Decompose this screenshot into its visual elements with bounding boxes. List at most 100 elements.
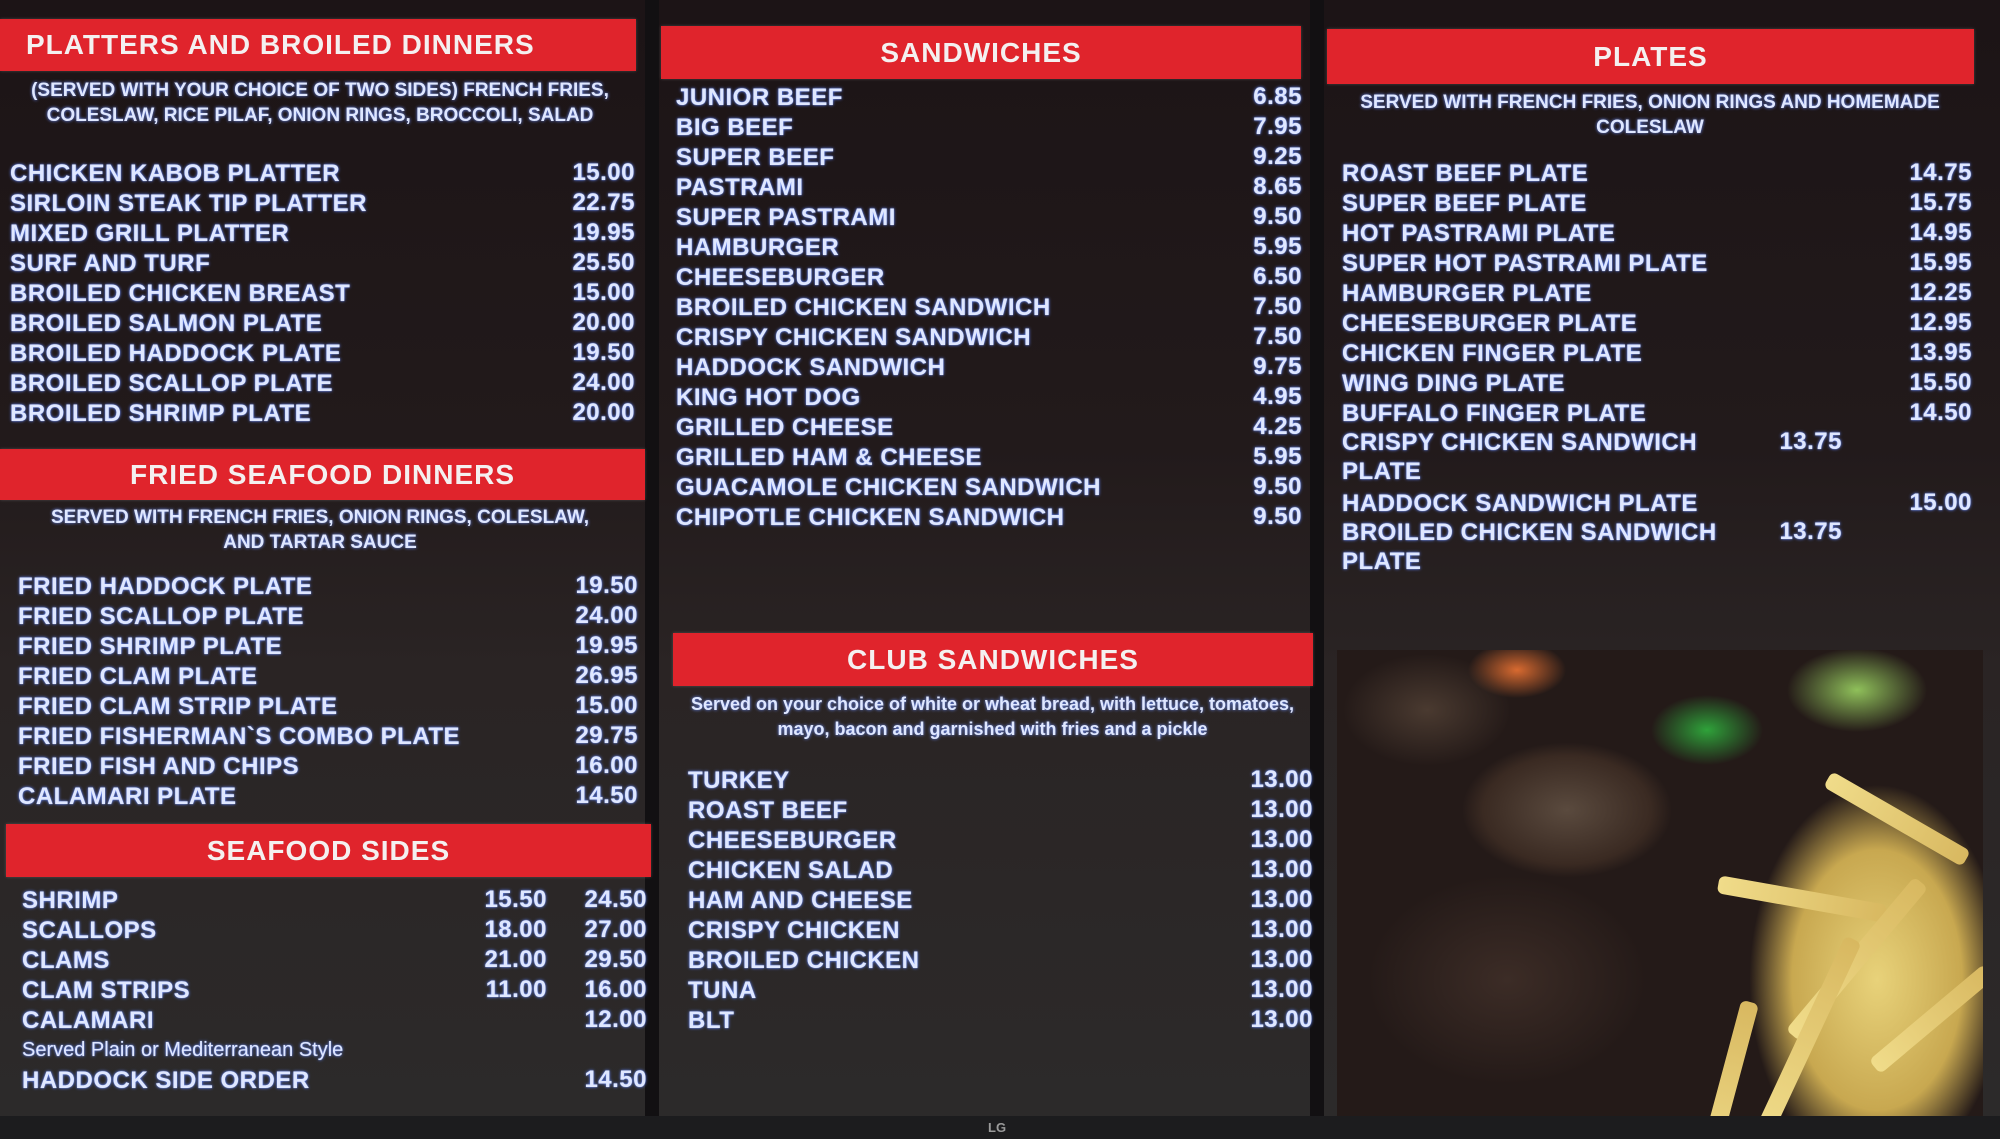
item-name: BUFFALO FINGER PLATE — [1342, 399, 1647, 427]
item-price-large: 27.00 — [584, 916, 647, 943]
item-price: 19.50 — [572, 339, 635, 366]
item-name: FRIED SHRIMP PLATE — [18, 632, 283, 660]
item-name: CRISPY CHICKEN SANDWICH PLATE — [1342, 429, 1698, 485]
item-price: 13.00 — [1250, 766, 1313, 793]
club-header: CLUB SANDWICHES — [673, 633, 1313, 686]
item-price: 5.95 — [1253, 233, 1302, 260]
item-name: FRIED FISH AND CHIPS — [18, 752, 300, 780]
item-price-small: 15.50 — [484, 886, 547, 913]
item-name: HADDOCK SANDWICH PLATE — [1342, 489, 1698, 517]
menu-item: Served Plain or Mediterranean Style — [22, 1035, 647, 1065]
item-name: FRIED CLAM STRIP PLATE — [18, 692, 338, 720]
menu-item: SUPER PASTRAMI 9.50 — [676, 202, 1302, 232]
item-name: CRISPY CHICKEN — [688, 916, 900, 944]
item-price: 16.00 — [575, 752, 638, 779]
item-name: SUPER HOT PASTRAMI PLATE — [1342, 249, 1708, 277]
menu-item: BROILED SHRIMP PLATE 20.00 — [10, 398, 635, 428]
item-price: 24.00 — [575, 602, 638, 629]
menu-item: FRIED FISHERMAN`S COMBO PLATE 29.75 — [18, 721, 638, 751]
lg-logo: LG — [988, 1120, 1007, 1135]
item-price: 13.00 — [1250, 1006, 1313, 1033]
item-name: HOT PASTRAMI PLATE — [1342, 219, 1616, 247]
tv-bezel — [0, 1116, 2000, 1139]
item-price: 14.75 — [1909, 159, 1972, 186]
item-price: 12.25 — [1909, 279, 1972, 306]
item-name: CHICKEN SALAD — [688, 856, 894, 884]
item-price-large: 12.00 — [584, 1006, 647, 1033]
item-price-small: 18.00 — [484, 916, 547, 943]
platters-note: (SERVED WITH YOUR CHOICE OF TWO SIDES) F… — [31, 80, 609, 126]
item-price: 9.25 — [1253, 143, 1302, 170]
item-name: GUACAMOLE CHICKEN SANDWICH — [676, 473, 1101, 501]
item-price: 14.50 — [1909, 399, 1972, 426]
item-name: BROILED CHICKEN — [688, 946, 920, 974]
item-price: 20.00 — [572, 309, 635, 336]
item-price: 4.25 — [1253, 413, 1302, 440]
menu-item: BLT 13.00 — [688, 1005, 1313, 1035]
item-price: 15.75 — [1909, 189, 1972, 216]
item-name: CLAM STRIPS — [22, 976, 191, 1004]
sandwiches-header: SANDWICHES — [661, 26, 1301, 79]
item-name: CHICKEN KABOB PLATTER — [10, 159, 341, 187]
item-name: CHEESEBURGER — [676, 263, 885, 291]
item-price: 13.75 — [1779, 428, 1842, 455]
item-name: GRILLED HAM & CHEESE — [676, 443, 983, 471]
menu-item: CHIPOTLE CHICKEN SANDWICH 9.50 — [676, 502, 1302, 532]
menu-item: BROILED CHICKEN SANDWICH PLATE 13.75 — [1342, 518, 1972, 578]
menu-item: FRIED FISH AND CHIPS 16.00 — [18, 751, 638, 781]
item-name: ROAST BEEF PLATE — [1342, 159, 1589, 187]
item-name: SCALLOPS — [22, 916, 157, 944]
menu-item: SUPER HOT PASTRAMI PLATE 15.95 — [1342, 248, 1972, 278]
item-price-large: 14.50 — [584, 1066, 647, 1093]
item-name: BROILED SHRIMP PLATE — [10, 399, 312, 427]
plates-list: ROAST BEEF PLATE 14.75 SUPER BEEF PLATE 15.… — [1342, 158, 1972, 578]
menu-item: GUACAMOLE CHICKEN SANDWICH 9.50 — [676, 472, 1302, 502]
menu-item: SURF AND TURF 25.50 — [10, 248, 635, 278]
item-price: 13.75 — [1779, 518, 1842, 545]
item-price: 13.00 — [1250, 946, 1313, 973]
item-price: 6.50 — [1253, 263, 1302, 290]
menu-item: KING HOT DOG 4.95 — [676, 382, 1302, 412]
item-name: CHIPOTLE CHICKEN SANDWICH — [676, 503, 1065, 531]
item-price: 4.95 — [1253, 383, 1302, 410]
menu-item: HAMBURGER PLATE 12.25 — [1342, 278, 1972, 308]
menu-item: CHEESEBURGER 13.00 — [688, 825, 1313, 855]
club-list: TURKEY 13.00 ROAST BEEF 13.00 CHEESEBURGER 13… — [688, 765, 1313, 1035]
menu-item: CRISPY CHICKEN 13.00 — [688, 915, 1313, 945]
item-name: HADDOCK SANDWICH — [676, 353, 946, 381]
menu-item: GRILLED HAM & CHEESE 5.95 — [676, 442, 1302, 472]
item-name: PASTRAMI — [676, 173, 804, 201]
item-price: 7.50 — [1253, 293, 1302, 320]
item-name: FRIED CLAM PLATE — [18, 662, 258, 690]
item-price: 20.00 — [572, 399, 635, 426]
item-price: 6.85 — [1253, 83, 1302, 110]
fried-note: SERVED WITH FRENCH FRIES, ONION RINGS, C… — [50, 507, 590, 553]
item-name: CALAMARI PLATE — [18, 782, 237, 810]
menu-item: WING DING PLATE 15.50 — [1342, 368, 1972, 398]
item-name: FRIED HADDOCK PLATE — [18, 572, 313, 600]
menu-item: FRIED HADDOCK PLATE 19.50 — [18, 571, 638, 601]
item-price: 13.00 — [1250, 826, 1313, 853]
item-price-large: 16.00 — [584, 976, 647, 1003]
menu-item: BROILED SCALLOP PLATE 24.00 — [10, 368, 635, 398]
menu-item: CLAM STRIPS 11.00 16.00 — [22, 975, 647, 1005]
menu-item: ROAST BEEF PLATE 14.75 — [1342, 158, 1972, 188]
item-price: 7.95 — [1253, 113, 1302, 140]
item-name: BIG BEEF — [676, 113, 794, 141]
item-name: HADDOCK SIDE ORDER — [22, 1066, 310, 1094]
menu-item: HAM AND CHEESE 13.00 — [688, 885, 1313, 915]
item-price: 5.95 — [1253, 443, 1302, 470]
menu-item: CLAMS 21.00 29.50 — [22, 945, 647, 975]
item-name: GRILLED CHEESE — [676, 413, 894, 441]
item-price: 9.50 — [1253, 203, 1302, 230]
item-price: 9.75 — [1253, 353, 1302, 380]
item-name: TURKEY — [688, 766, 790, 794]
menu-item: GRILLED CHEESE 4.25 — [676, 412, 1302, 442]
menu-item: CALAMARI 12.00 — [22, 1005, 647, 1035]
menu-item: BROILED HADDOCK PLATE 19.50 — [10, 338, 635, 368]
plates-note: SERVED WITH FRENCH FRIES, ONION RINGS AN… — [1360, 92, 1940, 138]
menu-item: FRIED SHRIMP PLATE 19.95 — [18, 631, 638, 661]
item-name: CHEESEBURGER — [688, 826, 897, 854]
fried-header: FRIED SEAFOOD DINNERS — [0, 449, 645, 500]
item-price: 15.00 — [1909, 489, 1972, 516]
